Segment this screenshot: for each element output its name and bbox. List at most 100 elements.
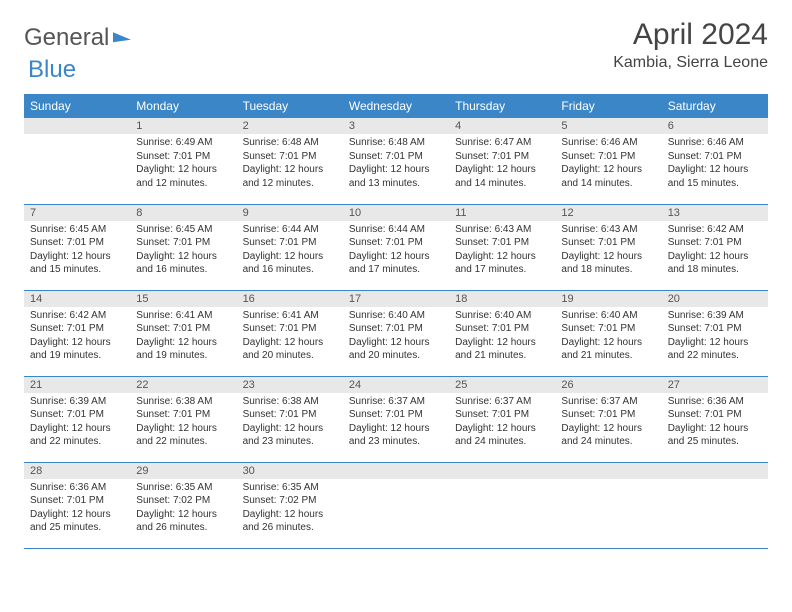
weekday-header: Wednesday	[343, 94, 449, 118]
daylight-text: and 22 minutes.	[668, 349, 762, 363]
empty-day-header	[343, 463, 449, 479]
sunrise-text: Sunrise: 6:42 AM	[30, 309, 124, 323]
daylight-text: Daylight: 12 hours	[30, 250, 124, 264]
sunrise-text: Sunrise: 6:44 AM	[243, 223, 337, 237]
day-number: 14	[24, 291, 130, 307]
day-details: Sunrise: 6:44 AMSunset: 7:01 PMDaylight:…	[343, 221, 449, 281]
calendar-cell: 3Sunrise: 6:48 AMSunset: 7:01 PMDaylight…	[343, 118, 449, 204]
calendar-cell: 13Sunrise: 6:42 AMSunset: 7:01 PMDayligh…	[662, 204, 768, 290]
calendar-cell: 20Sunrise: 6:39 AMSunset: 7:01 PMDayligh…	[662, 290, 768, 376]
weekday-header: Tuesday	[237, 94, 343, 118]
daylight-text: Daylight: 12 hours	[136, 422, 230, 436]
daylight-text: and 22 minutes.	[136, 435, 230, 449]
daylight-text: and 19 minutes.	[30, 349, 124, 363]
calendar-cell: 7Sunrise: 6:45 AMSunset: 7:01 PMDaylight…	[24, 204, 130, 290]
day-number: 8	[130, 205, 236, 221]
empty-day-header	[662, 463, 768, 479]
daylight-text: and 23 minutes.	[349, 435, 443, 449]
sunset-text: Sunset: 7:01 PM	[136, 322, 230, 336]
calendar-cell: 14Sunrise: 6:42 AMSunset: 7:01 PMDayligh…	[24, 290, 130, 376]
sunset-text: Sunset: 7:01 PM	[455, 236, 549, 250]
daylight-text: Daylight: 12 hours	[136, 250, 230, 264]
calendar-cell: 23Sunrise: 6:38 AMSunset: 7:01 PMDayligh…	[237, 376, 343, 462]
day-number: 13	[662, 205, 768, 221]
day-number: 30	[237, 463, 343, 479]
day-number: 15	[130, 291, 236, 307]
calendar-cell: 22Sunrise: 6:38 AMSunset: 7:01 PMDayligh…	[130, 376, 236, 462]
sunset-text: Sunset: 7:01 PM	[561, 236, 655, 250]
sunrise-text: Sunrise: 6:36 AM	[668, 395, 762, 409]
day-number: 29	[130, 463, 236, 479]
day-details: Sunrise: 6:38 AMSunset: 7:01 PMDaylight:…	[237, 393, 343, 453]
daylight-text: and 24 minutes.	[561, 435, 655, 449]
calendar-cell: 29Sunrise: 6:35 AMSunset: 7:02 PMDayligh…	[130, 462, 236, 548]
logo-text-general: General	[24, 24, 109, 52]
sunset-text: Sunset: 7:01 PM	[30, 322, 124, 336]
day-details: Sunrise: 6:38 AMSunset: 7:01 PMDaylight:…	[130, 393, 236, 453]
daylight-text: Daylight: 12 hours	[561, 163, 655, 177]
empty-day-header	[449, 463, 555, 479]
sunset-text: Sunset: 7:01 PM	[243, 236, 337, 250]
daylight-text: and 15 minutes.	[668, 177, 762, 191]
calendar-cell: 16Sunrise: 6:41 AMSunset: 7:01 PMDayligh…	[237, 290, 343, 376]
day-details: Sunrise: 6:44 AMSunset: 7:01 PMDaylight:…	[237, 221, 343, 281]
sunrise-text: Sunrise: 6:38 AM	[136, 395, 230, 409]
calendar-cell	[343, 462, 449, 548]
weekday-header: Friday	[555, 94, 661, 118]
calendar-cell: 4Sunrise: 6:47 AMSunset: 7:01 PMDaylight…	[449, 118, 555, 204]
sunset-text: Sunset: 7:01 PM	[349, 408, 443, 422]
weekday-header: Sunday	[24, 94, 130, 118]
calendar-cell: 8Sunrise: 6:45 AMSunset: 7:01 PMDaylight…	[130, 204, 236, 290]
calendar-cell: 15Sunrise: 6:41 AMSunset: 7:01 PMDayligh…	[130, 290, 236, 376]
daylight-text: Daylight: 12 hours	[243, 163, 337, 177]
sunset-text: Sunset: 7:01 PM	[136, 236, 230, 250]
logo-triangle-icon	[113, 30, 131, 43]
calendar-row: 7Sunrise: 6:45 AMSunset: 7:01 PMDaylight…	[24, 204, 768, 290]
sunrise-text: Sunrise: 6:47 AM	[455, 136, 549, 150]
daylight-text: Daylight: 12 hours	[30, 508, 124, 522]
day-details: Sunrise: 6:42 AMSunset: 7:01 PMDaylight:…	[24, 307, 130, 367]
day-details: Sunrise: 6:37 AMSunset: 7:01 PMDaylight:…	[555, 393, 661, 453]
sunrise-text: Sunrise: 6:48 AM	[349, 136, 443, 150]
calendar-cell: 24Sunrise: 6:37 AMSunset: 7:01 PMDayligh…	[343, 376, 449, 462]
day-number: 12	[555, 205, 661, 221]
sunset-text: Sunset: 7:01 PM	[455, 322, 549, 336]
daylight-text: and 20 minutes.	[349, 349, 443, 363]
sunrise-text: Sunrise: 6:41 AM	[136, 309, 230, 323]
calendar-row: 21Sunrise: 6:39 AMSunset: 7:01 PMDayligh…	[24, 376, 768, 462]
daylight-text: and 17 minutes.	[455, 263, 549, 277]
daylight-text: and 12 minutes.	[136, 177, 230, 191]
sunrise-text: Sunrise: 6:37 AM	[455, 395, 549, 409]
calendar-cell	[662, 462, 768, 548]
calendar-cell: 11Sunrise: 6:43 AMSunset: 7:01 PMDayligh…	[449, 204, 555, 290]
daylight-text: and 14 minutes.	[455, 177, 549, 191]
calendar-row: 1Sunrise: 6:49 AMSunset: 7:01 PMDaylight…	[24, 118, 768, 204]
calendar-cell: 30Sunrise: 6:35 AMSunset: 7:02 PMDayligh…	[237, 462, 343, 548]
day-details: Sunrise: 6:43 AMSunset: 7:01 PMDaylight:…	[449, 221, 555, 281]
day-number: 20	[662, 291, 768, 307]
sunrise-text: Sunrise: 6:46 AM	[561, 136, 655, 150]
daylight-text: Daylight: 12 hours	[30, 336, 124, 350]
daylight-text: Daylight: 12 hours	[561, 422, 655, 436]
calendar-cell: 12Sunrise: 6:43 AMSunset: 7:01 PMDayligh…	[555, 204, 661, 290]
calendar-row: 28Sunrise: 6:36 AMSunset: 7:01 PMDayligh…	[24, 462, 768, 548]
sunset-text: Sunset: 7:01 PM	[30, 408, 124, 422]
calendar-cell: 5Sunrise: 6:46 AMSunset: 7:01 PMDaylight…	[555, 118, 661, 204]
day-details: Sunrise: 6:49 AMSunset: 7:01 PMDaylight:…	[130, 134, 236, 194]
daylight-text: Daylight: 12 hours	[349, 163, 443, 177]
daylight-text: Daylight: 12 hours	[243, 336, 337, 350]
day-number: 23	[237, 377, 343, 393]
day-details: Sunrise: 6:45 AMSunset: 7:01 PMDaylight:…	[130, 221, 236, 281]
daylight-text: and 22 minutes.	[30, 435, 124, 449]
sunset-text: Sunset: 7:01 PM	[668, 236, 762, 250]
sunrise-text: Sunrise: 6:40 AM	[455, 309, 549, 323]
daylight-text: and 20 minutes.	[243, 349, 337, 363]
sunrise-text: Sunrise: 6:36 AM	[30, 481, 124, 495]
daylight-text: and 25 minutes.	[30, 521, 124, 535]
day-details: Sunrise: 6:46 AMSunset: 7:01 PMDaylight:…	[662, 134, 768, 194]
day-number: 9	[237, 205, 343, 221]
day-details: Sunrise: 6:39 AMSunset: 7:01 PMDaylight:…	[24, 393, 130, 453]
day-number: 3	[343, 118, 449, 134]
calendar-cell: 28Sunrise: 6:36 AMSunset: 7:01 PMDayligh…	[24, 462, 130, 548]
sunset-text: Sunset: 7:02 PM	[136, 494, 230, 508]
